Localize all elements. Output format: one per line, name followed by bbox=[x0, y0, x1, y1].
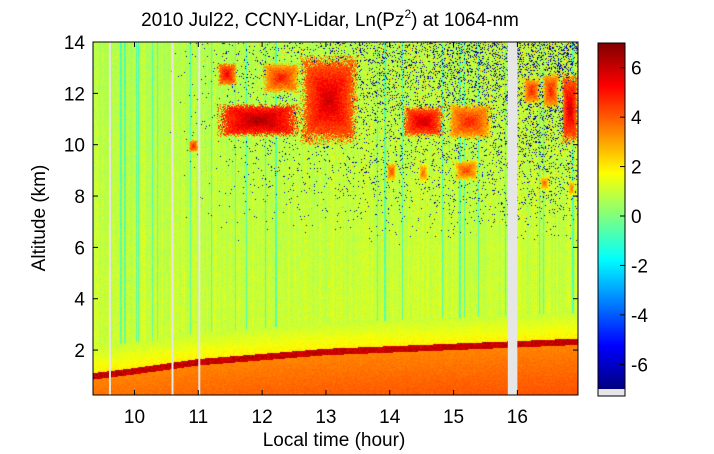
y-axis-ticks: 2 4 6 8 10 12 14 bbox=[64, 33, 578, 362]
colorbar-underflow-swatch bbox=[598, 389, 625, 396]
colorbar: 6 4 2 0 -2 -4 -6 bbox=[597, 42, 648, 397]
y-tick-label: 12 bbox=[64, 84, 85, 105]
y-tick-label: 4 bbox=[74, 290, 85, 311]
chart-title-suffix: ) at 1064-nm bbox=[411, 10, 519, 31]
colorbar-ticks: 6 4 2 0 -2 -4 -6 bbox=[620, 59, 648, 376]
data-gap bbox=[171, 42, 174, 395]
colorbar-tick-label: -2 bbox=[631, 256, 648, 277]
colorbar-tick-label: -6 bbox=[631, 355, 648, 376]
colorbar-tick-label: 4 bbox=[631, 108, 642, 129]
y-axis-label: Altitude (km) bbox=[29, 165, 50, 272]
x-tick-label: 11 bbox=[188, 407, 208, 428]
x-tick-label: 10 bbox=[124, 407, 145, 428]
y-tick-label: 2 bbox=[74, 341, 85, 362]
y-tick-label: 6 bbox=[74, 238, 85, 259]
colorbar-frame bbox=[597, 42, 626, 397]
x-axis-label: Local time (hour) bbox=[263, 430, 406, 451]
x-tick-label: 16 bbox=[507, 407, 528, 428]
data-gap bbox=[198, 42, 201, 395]
x-tick-label: 14 bbox=[379, 407, 401, 428]
chart-title-prefix: 2010 Jul22, CCNY-Lidar, Ln(Pz bbox=[141, 10, 404, 31]
data-gap bbox=[507, 42, 518, 395]
plot-area: 10 11 12 13 14 15 16 2 4 6 8 10 12 14 bbox=[64, 33, 579, 428]
colorbar-tick-label: 0 bbox=[631, 207, 642, 228]
x-axis-ticks: 10 11 12 13 14 15 16 bbox=[124, 42, 528, 428]
colorbar-tick-label: -4 bbox=[631, 306, 648, 327]
colorbar-tick-label: 6 bbox=[631, 59, 642, 80]
x-tick-label: 15 bbox=[443, 407, 464, 428]
data-gaps bbox=[108, 42, 518, 395]
x-tick-label: 12 bbox=[252, 407, 273, 428]
colorbar-tick-label: 2 bbox=[631, 158, 642, 179]
y-tick-label: 14 bbox=[64, 33, 86, 54]
y-tick-label: 8 bbox=[74, 187, 85, 208]
y-tick-label: 10 bbox=[64, 136, 85, 157]
x-tick-label: 13 bbox=[315, 407, 336, 428]
chart-title: 2010 Jul22, CCNY-Lidar, Ln(Pz2) at 1064-… bbox=[141, 7, 519, 31]
data-gap bbox=[108, 42, 111, 395]
plot-frame bbox=[92, 41, 579, 396]
chart-title-superscript: 2 bbox=[404, 7, 411, 21]
heatmap-image bbox=[93, 42, 578, 395]
